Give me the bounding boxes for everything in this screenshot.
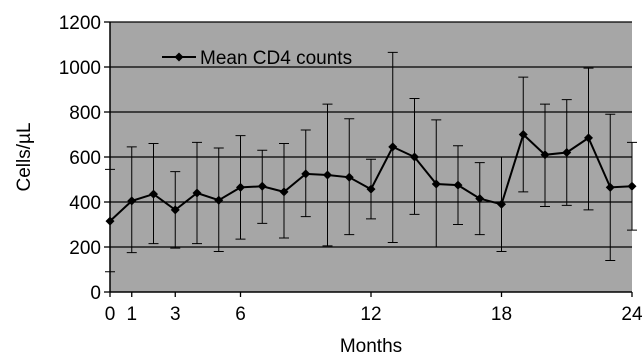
- legend: Mean CD4 counts: [162, 48, 352, 69]
- data-point-3: [170, 205, 180, 215]
- data-point-7: [257, 181, 267, 191]
- x-tick-labels: 0 1 3 6 12 18 24: [105, 304, 643, 325]
- y-tick-label-1000: 1000: [59, 58, 101, 79]
- y-tick-label-200: 200: [69, 238, 101, 259]
- data-point-11: [344, 172, 354, 182]
- x-tick-label-0: 0: [105, 304, 116, 325]
- x-tick-label-3: 3: [170, 304, 181, 325]
- data-point-22: [584, 133, 593, 143]
- data-points: [105, 130, 637, 226]
- data-point-4: [192, 188, 202, 198]
- x-tick-label-6: 6: [235, 304, 246, 325]
- data-point-14: [410, 152, 419, 162]
- x-tick-label-12: 12: [360, 304, 381, 325]
- data-point-6: [236, 182, 245, 192]
- y-axis-label: Cells/µL: [14, 122, 35, 191]
- data-point-13: [388, 142, 398, 152]
- legend-label: Mean CD4 counts: [200, 48, 352, 69]
- data-point-21: [562, 148, 572, 157]
- data-point-18: [497, 199, 506, 209]
- y-tick-labels: 0 200 400 600 800 1000 1200: [59, 13, 101, 304]
- data-point-9: [301, 169, 311, 179]
- data-point-12: [366, 184, 376, 194]
- data-point-8: [279, 187, 289, 197]
- data-point-10: [323, 170, 332, 180]
- data-point-2: [149, 189, 158, 199]
- data-point-5: [214, 195, 224, 205]
- y-tick-label-0: 0: [90, 283, 101, 304]
- data-point-16: [453, 180, 463, 190]
- data-point-1: [127, 196, 137, 206]
- y-tick-label-1200: 1200: [59, 13, 101, 34]
- data-point-23: [605, 182, 615, 192]
- axes: [104, 21, 633, 297]
- x-tick-label-1: 1: [126, 304, 137, 325]
- y-tick-label-800: 800: [69, 103, 101, 124]
- y-tick-label-400: 400: [69, 193, 101, 214]
- x-tick-label-18: 18: [491, 304, 512, 325]
- legend-marker: [174, 52, 184, 62]
- x-axis-label: Months: [340, 336, 402, 356]
- data-point-17: [475, 194, 485, 204]
- data-point-15: [431, 179, 441, 189]
- data-point-19: [518, 130, 528, 139]
- data-point-20: [540, 150, 550, 160]
- x-tick-label-24: 24: [621, 304, 643, 325]
- y-tick-label-600: 600: [69, 148, 101, 169]
- data-point-24: [627, 181, 637, 191]
